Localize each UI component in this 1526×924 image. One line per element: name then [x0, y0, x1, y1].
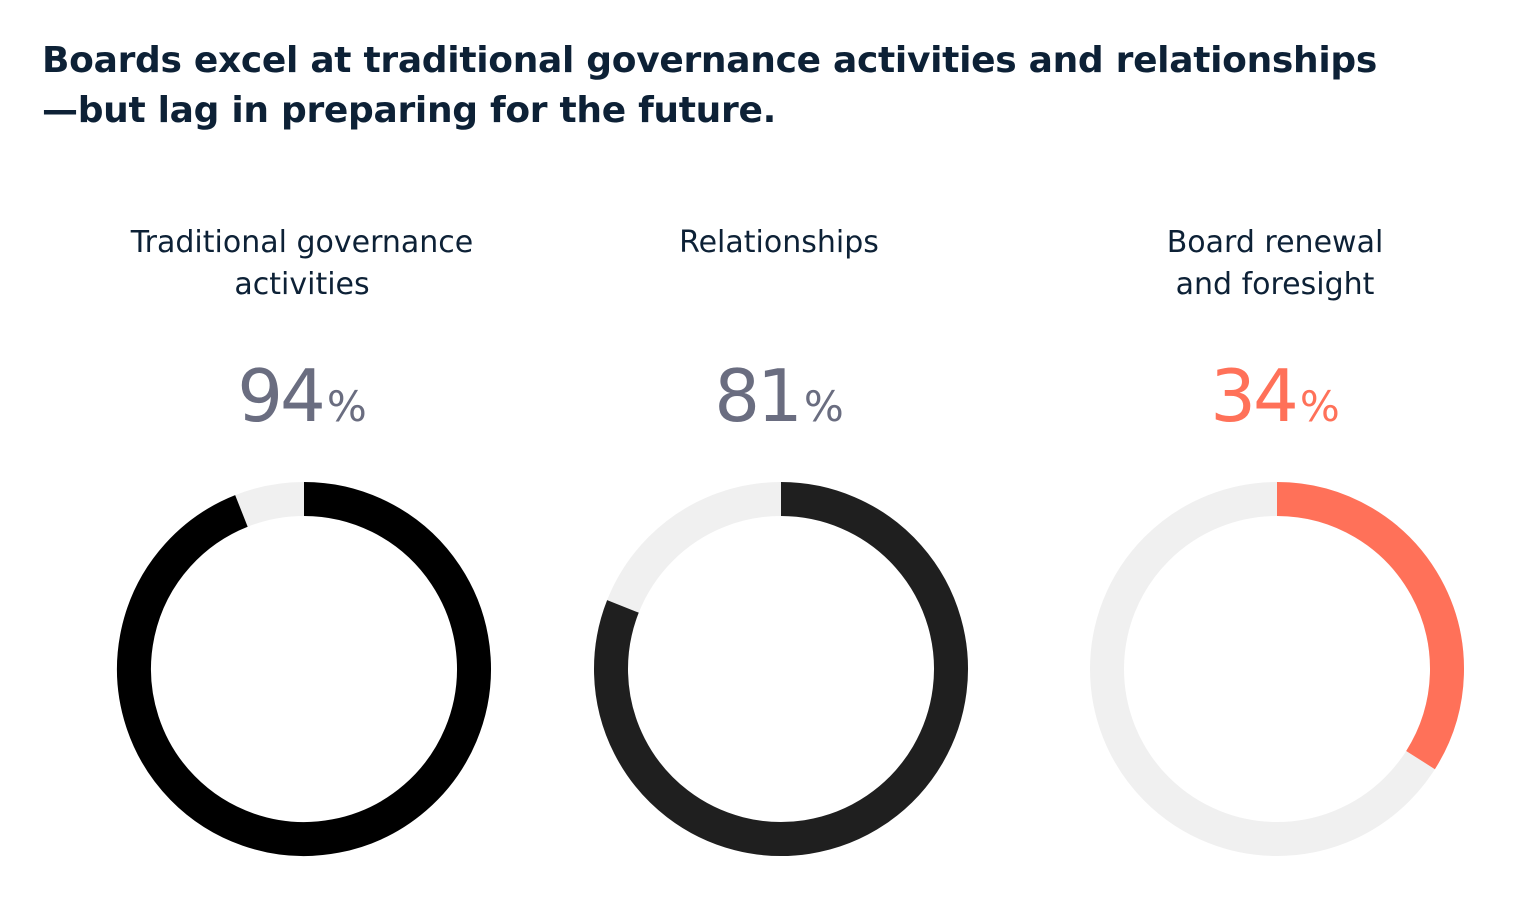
- value-label: 94%: [82, 352, 522, 451]
- chart-title: Boards excel at traditional governance a…: [42, 36, 1462, 136]
- donut-chart-board-renewal: [1090, 482, 1464, 856]
- category-label-line-1: Relationships: [679, 225, 879, 260]
- donut-chart-relationships: [594, 482, 968, 856]
- donut-value-arc: [594, 482, 968, 856]
- donut-value-arc: [1276, 482, 1464, 770]
- donut-panel-board-renewal: Board renewal and foresight 34%: [1055, 0, 1495, 924]
- value-label: 34%: [1055, 352, 1495, 451]
- category-label-line-1: Traditional governance: [130, 225, 474, 260]
- value-number: 94: [237, 354, 326, 438]
- category-label: Board renewal and foresight: [1055, 222, 1495, 306]
- chart-title-line-2: —but lag in preparing for the future.: [42, 90, 776, 131]
- value-unit: %: [326, 382, 367, 431]
- category-label-line-2: and foresight: [1175, 267, 1375, 302]
- donut-panel-traditional-governance: Traditional governance activities 94%: [82, 0, 522, 924]
- value-number: 34: [1210, 354, 1299, 438]
- chart-title-line-1: Boards excel at traditional governance a…: [42, 40, 1378, 81]
- donut-chart-traditional-governance: [117, 482, 491, 856]
- value-unit: %: [1299, 382, 1340, 431]
- category-label-line-2: activities: [234, 267, 370, 302]
- value-number: 81: [714, 354, 803, 438]
- category-label: Traditional governance activities: [82, 222, 522, 306]
- donut-value-arc: [117, 482, 491, 856]
- donut-panel-relationships: Relationships 81%: [559, 0, 999, 924]
- value-label: 81%: [559, 352, 999, 451]
- value-unit: %: [803, 382, 844, 431]
- category-label-line-1: Board renewal: [1166, 225, 1384, 260]
- category-label: Relationships: [559, 222, 999, 264]
